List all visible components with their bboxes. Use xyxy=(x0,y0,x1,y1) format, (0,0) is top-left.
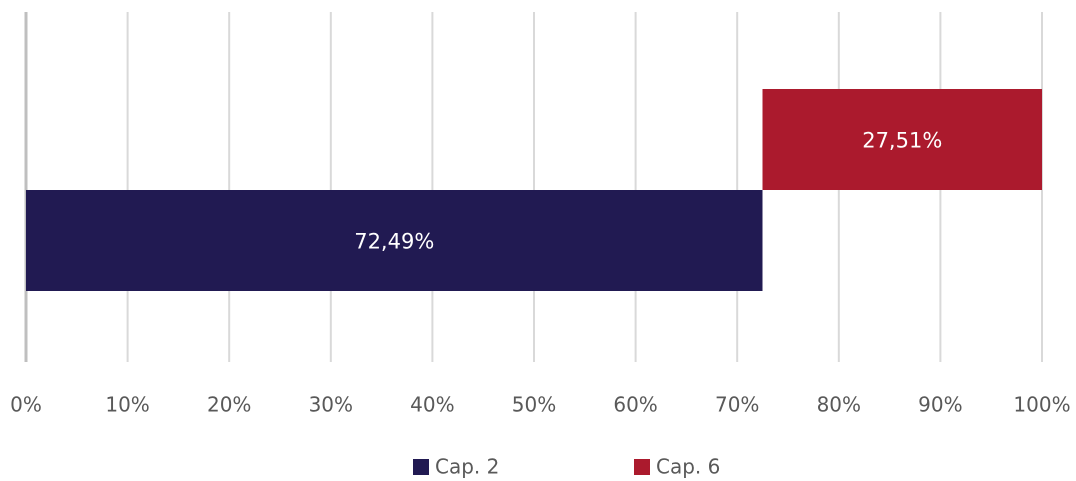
x-tick-label: 50% xyxy=(512,393,556,417)
x-tick-label: 80% xyxy=(817,393,861,417)
x-tick-label: 20% xyxy=(207,393,251,417)
x-tick-label: 100% xyxy=(1013,393,1070,417)
legend-label: Cap. 2 xyxy=(435,455,499,479)
bar xyxy=(26,190,763,291)
x-tick-label: 60% xyxy=(613,393,657,417)
x-tick-label: 40% xyxy=(410,393,454,417)
data-label: 72,49% xyxy=(354,230,434,254)
x-tick-label: 10% xyxy=(105,393,149,417)
x-tick-label: 0% xyxy=(10,393,42,417)
x-tick-label: 70% xyxy=(715,393,759,417)
x-tick-label: 30% xyxy=(309,393,353,417)
x-tick-label: 90% xyxy=(918,393,962,417)
legend-label: Cap. 6 xyxy=(656,455,720,479)
bar xyxy=(762,89,1042,190)
legend-swatch xyxy=(413,459,429,475)
legend-swatch xyxy=(634,459,650,475)
data-label: 27,51% xyxy=(862,129,942,153)
